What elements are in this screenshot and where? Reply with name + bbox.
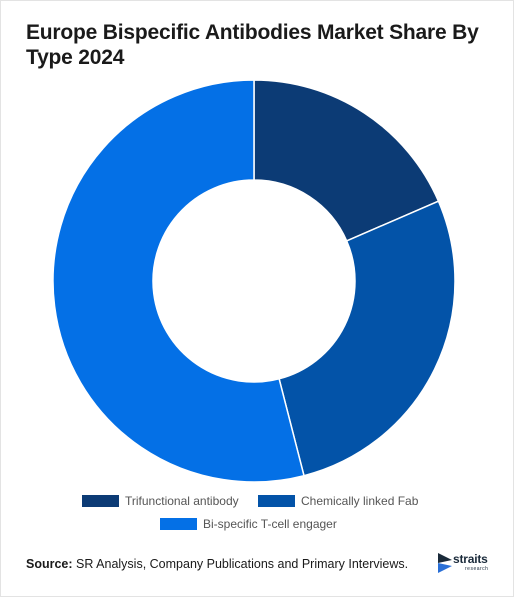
logo-text: straits — [453, 552, 488, 566]
source-note: Source: SR Analysis, Company Publication… — [26, 557, 408, 571]
donut-slice-bite — [52, 79, 305, 483]
legend-item-trifunctional: Trifunctional antibody — [82, 494, 239, 508]
straits-logo: straits research — [438, 551, 498, 575]
legend-item-bite: Bi-specific T-cell engager — [160, 517, 337, 531]
chart-title: Europe Bispecific Antibodies Market Shar… — [26, 21, 479, 69]
donut-slice-trifunctional — [253, 79, 440, 242]
legend-swatch-chemically-linked — [258, 495, 295, 507]
logo-subtext: research — [465, 566, 489, 572]
legend-swatch-bite — [160, 518, 197, 530]
legend-label-bite: Bi-specific T-cell engager — [203, 517, 337, 531]
straits-arrow-logo-icon — [438, 553, 452, 573]
source-label: Source: — [26, 557, 73, 571]
donut-slice-chemically-linked — [278, 200, 456, 477]
legend-item-chemically-linked: Chemically linked Fab — [258, 494, 418, 508]
legend-swatch-trifunctional — [82, 495, 119, 507]
source-text: SR Analysis, Company Publications and Pr… — [72, 557, 409, 571]
legend-label-chemically-linked: Chemically linked Fab — [301, 494, 419, 508]
legend-label-trifunctional: Trifunctional antibody — [125, 494, 239, 508]
